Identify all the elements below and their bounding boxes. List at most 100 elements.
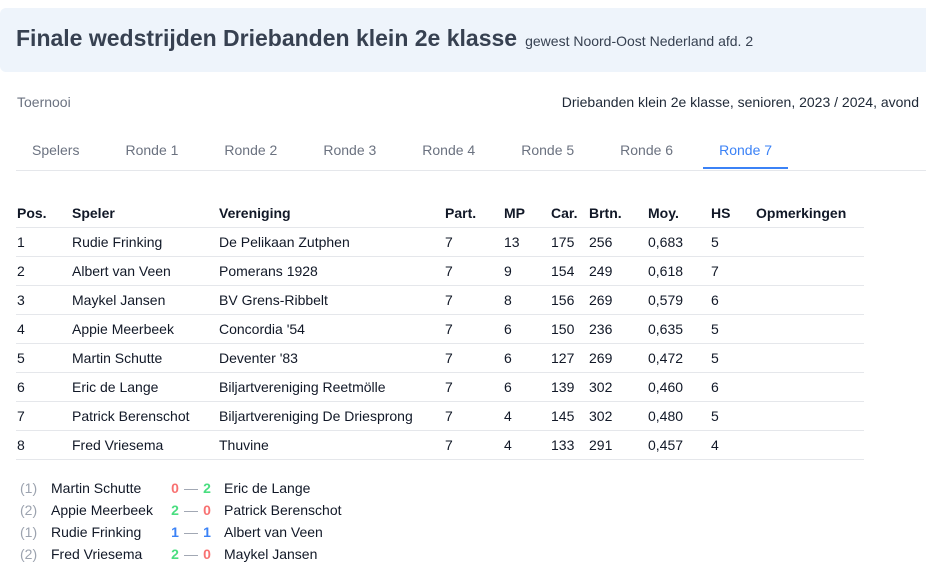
table-cell: 5 [710,401,755,431]
match-score2: 2 [203,480,211,496]
table-cell: 5 [16,343,71,373]
table-cell: 6 [503,372,550,402]
table-cell: 6 [503,314,550,344]
table-cell: 0,460 [647,372,710,402]
table-cell: 6 [503,343,550,373]
table-cell: 302 [588,372,647,402]
match-row: (2) Fred Vriesema 2 — 0 Maykel Jansen [20,543,342,565]
table-cell: 236 [588,314,647,344]
page-subtitle: gewest Noord-Oost Nederland afd. 2 [525,33,754,49]
match-score2: 0 [203,502,211,518]
page-header: Finale wedstrijden Driebanden klein 2e k… [0,8,926,72]
column-header-car: Car. [550,198,588,228]
tab-ronde-1[interactable]: Ronde 1 [125,142,179,158]
tab-spelers[interactable]: Spelers [32,142,80,158]
table-cell [755,227,864,257]
match-round: (2) [20,502,38,518]
match-row: (1) Rudie Frinking 1 — 1 Albert van Veen [20,521,342,543]
table-cell: 0,480 [647,401,710,431]
table-cell: 8 [503,285,550,315]
tournament-value: Driebanden klein 2e klasse, senioren, 20… [561,94,919,110]
table-cell: 175 [550,227,588,257]
table-cell: 7 [444,285,503,315]
table-row: 7 Patrick Berenschot Biljartvereniging De … [16,401,864,431]
table-cell: 154 [550,256,588,286]
match-score1: 2 [171,502,179,518]
table-cell: 139 [550,372,588,402]
table-row: 2 Albert van Veen Pomerans 1928 7 9 154 249 0,6… [16,256,864,286]
match-score1: 0 [171,480,179,496]
standings-table: Pos. Speler Vereniging Part. MP Car. Brtn. Moy.… [16,198,864,460]
tab-ronde-4[interactable]: Ronde 4 [422,142,476,158]
table-cell: Martin Schutte [71,343,218,373]
table-row: 8 Fred Vriesema Thuvine 7 4 133 291 0,457 4 [16,430,864,460]
table-cell: Patrick Berenschot [71,401,218,431]
table-cell: 0,635 [647,314,710,344]
table-cell: Concordia '54 [218,314,444,344]
table-cell: 156 [550,285,588,315]
tab-ronde-3[interactable]: Ronde 3 [323,142,377,158]
match-player2: Maykel Jansen [224,546,318,562]
table-cell: 8 [16,430,71,460]
table-cell: Thuvine [218,430,444,460]
table-cell: 9 [503,256,550,286]
match-score1: 2 [171,546,179,562]
table-cell: 0,579 [647,285,710,315]
table-cell: 249 [588,256,647,286]
match-player2: Albert van Veen [224,524,323,540]
table-cell: Appie Meerbeek [71,314,218,344]
table-cell: 7 [444,343,503,373]
column-header-pos: Pos. [16,198,71,228]
table-cell [755,401,864,431]
tournament-label: Toernooi [17,94,71,110]
match-dash: — [184,502,198,518]
match-round: (2) [20,546,38,562]
tab-bar: Spelers Ronde 1 Ronde 2 Ronde 3 Ronde 4 Ronde… [16,135,926,171]
table-cell: Biljartvereniging De Driesprong [218,401,444,431]
match-dash: — [184,524,198,540]
table-row: 3 Maykel Jansen BV Grens-Ribbelt 7 8 156 269 0,… [16,285,864,315]
table-cell: 269 [588,285,647,315]
table-cell: 0,618 [647,256,710,286]
table-cell: 6 [710,372,755,402]
table-cell [755,314,864,344]
match-score2: 1 [203,524,211,540]
match-dash: — [184,546,198,562]
table-cell: 0,683 [647,227,710,257]
column-header-speler: Speler [71,198,218,228]
column-header-hs: HS [710,198,755,228]
table-cell [755,285,864,315]
table-cell: 7 [444,372,503,402]
table-cell: 6 [16,372,71,402]
table-cell: 7 [444,314,503,344]
match-player2: Eric de Lange [224,480,311,496]
column-header-part: Part. [444,198,503,228]
table-cell: 7 [710,256,755,286]
table-cell: 4 [503,430,550,460]
table-row: 6 Eric de Lange Biljartvereniging Reetmöll… [16,372,864,402]
table-cell: 5 [710,314,755,344]
table-cell: 13 [503,227,550,257]
table-cell: 7 [444,401,503,431]
tab-ronde-5[interactable]: Ronde 5 [521,142,575,158]
table-cell: BV Grens-Ribbelt [218,285,444,315]
tab-ronde-2[interactable]: Ronde 2 [224,142,278,158]
match-player1: Appie Meerbeek [51,502,153,518]
table-cell: 133 [550,430,588,460]
table-cell: 4 [16,314,71,344]
match-player2: Patrick Berenschot [224,502,342,518]
page-title: Finale wedstrijden Driebanden klein 2e k… [16,24,518,51]
column-header-opmerkingen: Opmerkingen [755,198,864,228]
match-row: (2) Appie Meerbeek 2 — 0 Patrick Berenschot [20,499,342,521]
table-cell: 302 [588,401,647,431]
tab-ronde-7[interactable]: Ronde 7 [703,135,789,169]
table-cell: 7 [16,401,71,431]
table-cell: Fred Vriesema [71,430,218,460]
column-header-mp: MP [503,198,550,228]
table-cell: 127 [550,343,588,373]
tab-ronde-6[interactable]: Ronde 6 [620,142,674,158]
table-cell: Biljartvereniging Reetmölle [218,372,444,402]
match-row: (1) Martin Schutte 0 — 2 Eric de Lange [20,477,342,499]
table-cell: Maykel Jansen [71,285,218,315]
match-round: (1) [20,480,38,496]
